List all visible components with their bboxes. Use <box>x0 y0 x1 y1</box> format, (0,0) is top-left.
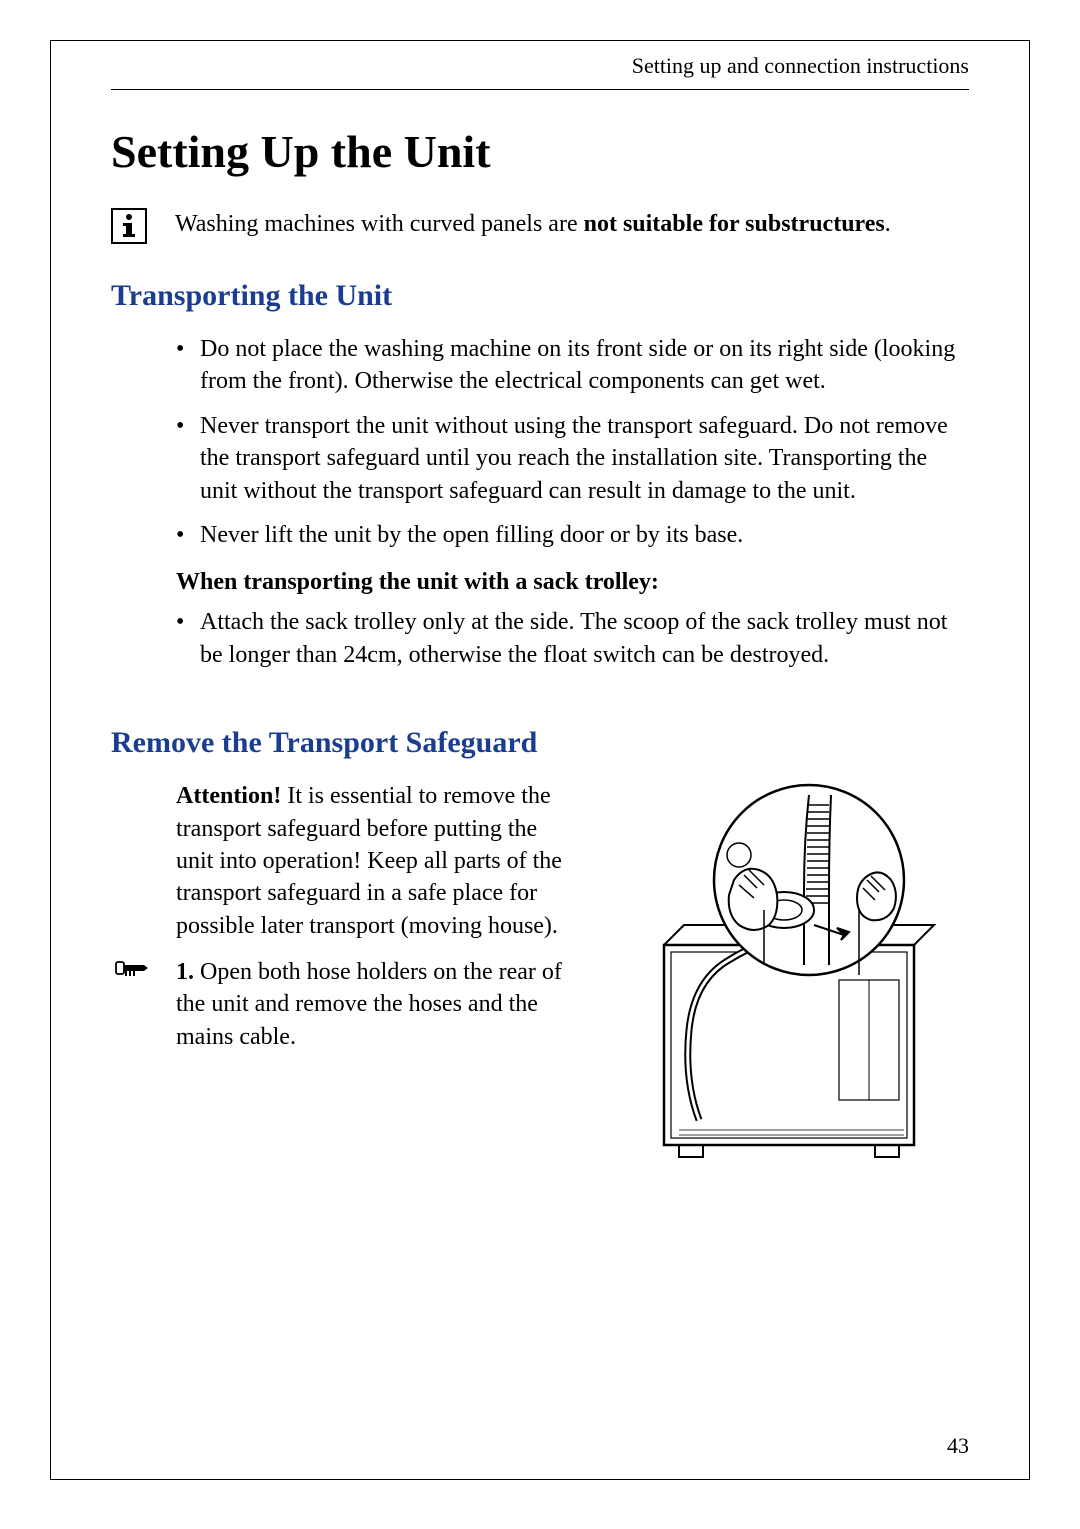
step-1-text: 1. Open both hose holders on the rear of… <box>176 956 579 1053</box>
attention-paragraph: Attention! It is essential to remove the… <box>176 780 579 942</box>
bullet-list-1: Do not place the washing machine on its … <box>176 333 969 551</box>
section-heading-transporting: Transporting the Unit <box>111 279 969 313</box>
right-column <box>609 780 969 1165</box>
list-item: Attach the sack trolley only at the side… <box>176 606 969 671</box>
subheading-trolley: When transporting the unit with a sack t… <box>176 569 969 596</box>
page-number: 43 <box>947 1433 969 1459</box>
washing-machine-rear-illustration <box>609 780 969 1160</box>
attention-label: Attention! <box>176 783 281 809</box>
info-suffix: . <box>885 211 891 237</box>
running-head-text: Setting up and connection instructions <box>632 53 969 78</box>
step-number: 1. <box>176 959 194 985</box>
step-body: Open both hose holders on the rear of th… <box>176 959 562 1050</box>
section1-content: Do not place the washing machine on its … <box>176 333 969 671</box>
section2: Remove the Transport Safeguard Attention… <box>111 726 969 1165</box>
info-note-row: Washing machines with curved panels are … <box>111 208 969 244</box>
hand-pointing-icon <box>114 956 158 985</box>
bullet-list-2: Attach the sack trolley only at the side… <box>176 606 969 671</box>
section-heading-safeguard: Remove the Transport Safeguard <box>111 726 969 760</box>
left-column: Attention! It is essential to remove the… <box>176 780 579 1165</box>
info-icon <box>111 208 147 244</box>
step-1-row: 1. Open both hose holders on the rear of… <box>176 956 579 1053</box>
two-column-layout: Attention! It is essential to remove the… <box>176 780 969 1165</box>
section2-content: Attention! It is essential to remove the… <box>176 780 969 1165</box>
info-prefix: Washing machines with curved panels are <box>175 211 584 237</box>
list-item: Never transport the unit without using t… <box>176 410 969 507</box>
manual-page: Setting up and connection instructions S… <box>50 40 1030 1480</box>
info-bold: not suitable for substructures <box>584 211 885 237</box>
running-header: Setting up and connection instructions <box>111 41 969 90</box>
page-title: Setting Up the Unit <box>111 125 969 178</box>
list-item: Do not place the washing machine on its … <box>176 333 969 398</box>
info-note-text: Washing machines with curved panels are … <box>175 208 891 240</box>
list-item: Never lift the unit by the open filling … <box>176 519 969 551</box>
